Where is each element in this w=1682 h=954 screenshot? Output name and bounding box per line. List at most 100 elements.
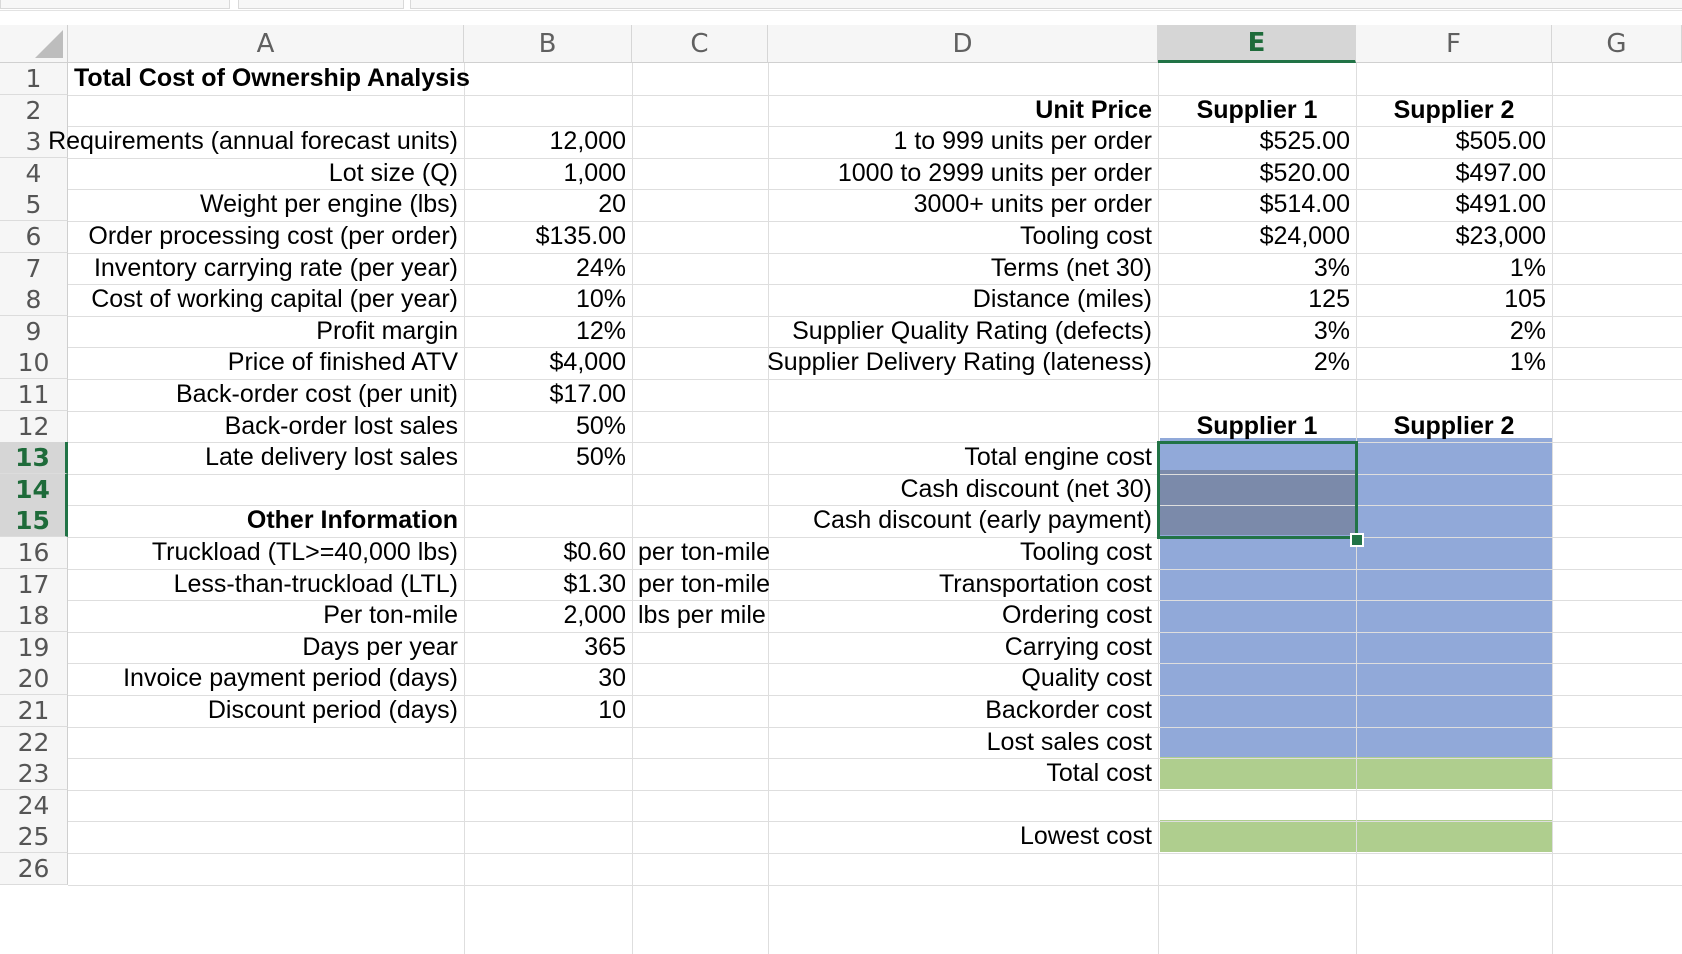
- supplier-1-value[interactable]: $520.00: [1259, 158, 1350, 187]
- row-header-26[interactable]: 26: [0, 853, 68, 885]
- row-header-5[interactable]: 5: [0, 189, 68, 221]
- cost-label[interactable]: Ordering cost: [1001, 600, 1152, 629]
- other-value[interactable]: 10: [598, 695, 626, 724]
- column-header-b[interactable]: B: [464, 25, 632, 63]
- row-header-6[interactable]: 6: [0, 221, 68, 253]
- input-label[interactable]: Lot size (Q): [328, 158, 458, 187]
- unit-price-heading[interactable]: Unit Price: [1035, 95, 1152, 124]
- cost-label[interactable]: Total cost: [1046, 758, 1152, 787]
- other-value[interactable]: 2,000: [563, 600, 626, 629]
- input-value[interactable]: $4,000: [549, 347, 626, 376]
- row-header-22[interactable]: 22: [0, 727, 68, 759]
- column-header-e[interactable]: E: [1158, 25, 1356, 63]
- supplier-1-value[interactable]: 2%: [1313, 347, 1350, 376]
- supplier-2-value[interactable]: 1%: [1509, 253, 1546, 282]
- price-label[interactable]: 1000 to 2999 units per order: [837, 158, 1152, 187]
- supplier-2-value[interactable]: $23,000: [1455, 221, 1546, 250]
- other-value[interactable]: $0.60: [563, 537, 626, 566]
- row-header-12[interactable]: 12: [0, 411, 68, 443]
- cost-label[interactable]: Transportation cost: [938, 569, 1152, 598]
- input-value[interactable]: 50%: [575, 442, 626, 471]
- row-header-9[interactable]: 9: [0, 316, 68, 348]
- supplier-1-value[interactable]: 3%: [1313, 253, 1350, 282]
- input-label[interactable]: Profit margin: [316, 316, 458, 345]
- row-header-20[interactable]: 20: [0, 663, 68, 695]
- supplier-1-cost-heading[interactable]: Supplier 1: [1196, 411, 1318, 440]
- fill-handle[interactable]: [1350, 533, 1364, 547]
- column-header-c[interactable]: C: [632, 25, 768, 63]
- row-header-10[interactable]: 10: [0, 347, 68, 379]
- row-header-17[interactable]: 17: [0, 569, 68, 601]
- input-value[interactable]: 10%: [575, 284, 626, 313]
- row-header-16[interactable]: 16: [0, 537, 68, 569]
- row-header-3[interactable]: 3: [0, 126, 68, 158]
- row-header-24[interactable]: 24: [0, 790, 68, 822]
- input-label[interactable]: Inventory carrying rate (per year): [93, 253, 458, 282]
- column-header-d[interactable]: D: [768, 25, 1158, 63]
- supplier-2-value[interactable]: $505.00: [1455, 126, 1546, 155]
- supplier-2-value[interactable]: 105: [1504, 284, 1546, 313]
- supplier-2-value[interactable]: 2%: [1509, 316, 1546, 345]
- row-header-4[interactable]: 4: [0, 158, 68, 190]
- supplier-2-cost-heading[interactable]: Supplier 2: [1393, 411, 1515, 440]
- price-label[interactable]: Supplier Delivery Rating (lateness): [767, 347, 1152, 376]
- other-value[interactable]: $1.30: [563, 569, 626, 598]
- other-information-heading[interactable]: Other Information: [246, 505, 458, 534]
- cost-label[interactable]: Lost sales cost: [986, 727, 1152, 756]
- other-unit[interactable]: per ton-mile: [638, 569, 770, 598]
- formula-controls[interactable]: [238, 0, 404, 9]
- input-value[interactable]: $17.00: [549, 379, 626, 408]
- row-header-25[interactable]: 25: [0, 821, 68, 853]
- input-value[interactable]: 12%: [575, 316, 626, 345]
- supplier-2-value[interactable]: $491.00: [1455, 189, 1546, 218]
- supplier-1-value[interactable]: $514.00: [1259, 189, 1350, 218]
- supplier-1-value[interactable]: $24,000: [1259, 221, 1350, 250]
- input-value[interactable]: 20: [598, 189, 626, 218]
- row-header-2[interactable]: 2: [0, 95, 68, 127]
- other-value[interactable]: 30: [598, 663, 626, 692]
- price-label[interactable]: 1 to 999 units per order: [893, 126, 1153, 155]
- input-label[interactable]: Price of finished ATV: [227, 347, 458, 376]
- input-label[interactable]: Order processing cost (per order): [88, 221, 458, 250]
- input-label[interactable]: Weight per engine (lbs): [199, 189, 458, 218]
- supplier-2-heading[interactable]: Supplier 2: [1393, 95, 1515, 124]
- other-unit[interactable]: per ton-mile: [638, 537, 770, 566]
- cost-label[interactable]: Carrying cost: [1004, 632, 1152, 661]
- row-header-18[interactable]: 18: [0, 600, 68, 632]
- lowest-cost-label[interactable]: Lowest cost: [1019, 821, 1152, 850]
- active-selection[interactable]: [1157, 441, 1358, 539]
- row-header-23[interactable]: 23: [0, 758, 68, 790]
- name-box[interactable]: [0, 0, 230, 9]
- other-label[interactable]: Invoice payment period (days): [123, 663, 458, 692]
- row-header-11[interactable]: 11: [0, 379, 68, 411]
- supplier-1-heading[interactable]: Supplier 1: [1196, 95, 1318, 124]
- supplier-1-value[interactable]: 125: [1308, 284, 1350, 313]
- other-label[interactable]: Discount period (days): [207, 695, 458, 724]
- supplier-2-value[interactable]: $497.00: [1455, 158, 1546, 187]
- row-header-13[interactable]: 13: [0, 442, 68, 474]
- input-label[interactable]: Late delivery lost sales: [205, 442, 458, 471]
- row-header-19[interactable]: 19: [0, 632, 68, 664]
- input-value[interactable]: 12,000: [549, 126, 626, 155]
- input-label[interactable]: Requirements (annual forecast units): [48, 126, 458, 155]
- input-value[interactable]: $135.00: [535, 221, 626, 250]
- other-value[interactable]: 365: [584, 632, 626, 661]
- input-value[interactable]: 24%: [575, 253, 626, 282]
- row-header-7[interactable]: 7: [0, 253, 68, 285]
- row-header-21[interactable]: 21: [0, 695, 68, 727]
- input-label[interactable]: Back-order cost (per unit): [175, 379, 458, 408]
- cost-label[interactable]: Total engine cost: [964, 442, 1152, 471]
- input-label[interactable]: Cost of working capital (per year): [91, 284, 458, 313]
- other-label[interactable]: Days per year: [302, 632, 458, 661]
- other-label[interactable]: Less-than-truckload (LTL): [173, 569, 458, 598]
- price-label[interactable]: Supplier Quality Rating (defects): [792, 316, 1152, 345]
- column-header-a[interactable]: A: [68, 25, 464, 63]
- input-value[interactable]: 1,000: [563, 158, 626, 187]
- other-unit[interactable]: lbs per mile: [638, 600, 766, 629]
- supplier-2-value[interactable]: 1%: [1509, 347, 1546, 376]
- row-header-15[interactable]: 15: [0, 505, 68, 537]
- cost-label[interactable]: Quality cost: [1021, 663, 1152, 692]
- row-header-14[interactable]: 14: [0, 474, 68, 506]
- row-header-8[interactable]: 8: [0, 284, 68, 316]
